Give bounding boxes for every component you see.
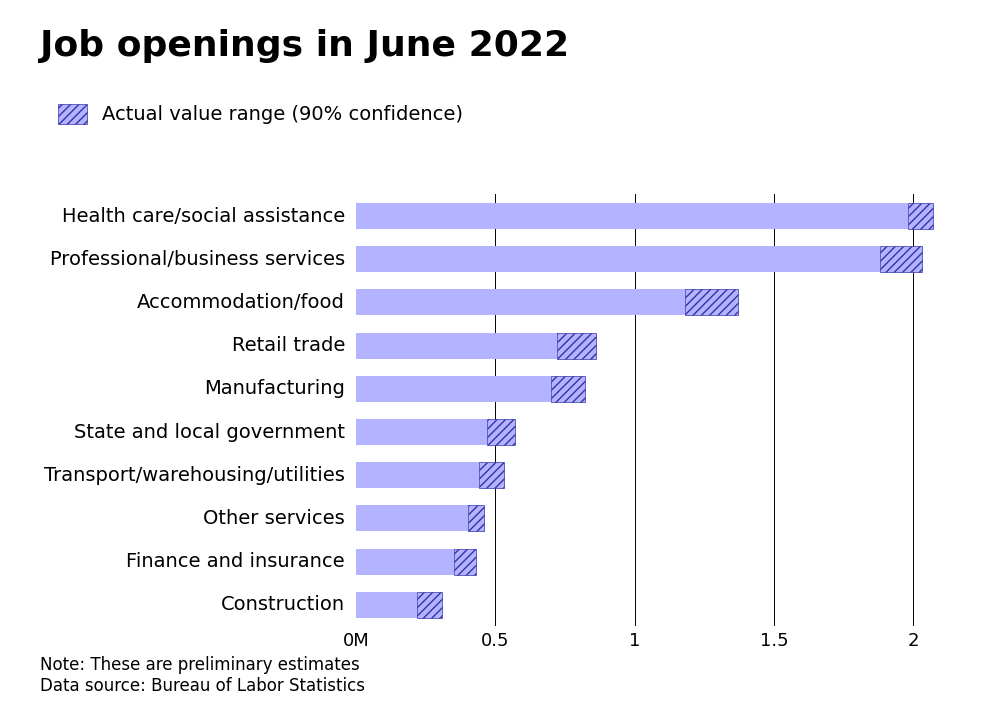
Bar [556,333,595,359]
Bar [417,592,442,618]
Text: Job openings in June 2022: Job openings in June 2022 [40,29,569,63]
Bar [356,505,467,531]
Text: Other services: Other services [203,509,345,528]
Text: Data source: Bureau of Labor Statistics: Data source: Bureau of Labor Statistics [40,678,365,696]
Bar [356,376,550,402]
Text: Health care/social assistance: Health care/social assistance [62,207,345,225]
Legend: Actual value range (90% confidence): Actual value range (90% confidence) [50,96,471,132]
Text: Manufacturing: Manufacturing [203,379,345,398]
Text: Finance and insurance: Finance and insurance [126,552,345,571]
Bar [356,462,478,488]
Bar [684,289,737,315]
Text: State and local government: State and local government [74,423,345,441]
Bar [356,246,879,272]
Bar [356,419,487,445]
Bar [879,246,921,272]
Bar [356,203,907,229]
Bar [356,549,453,575]
Text: Accommodation/food: Accommodation/food [137,293,345,312]
Bar [550,376,584,402]
Text: Note: These are preliminary estimates: Note: These are preliminary estimates [40,656,360,674]
Bar [487,419,514,445]
Bar [453,549,475,575]
Bar [478,462,503,488]
Bar [356,289,684,315]
Bar [356,592,417,618]
Bar [467,505,484,531]
Bar [907,203,932,229]
Bar [356,333,556,359]
Text: Transport/warehousing/utilities: Transport/warehousing/utilities [44,466,345,485]
Text: Construction: Construction [220,595,345,614]
Text: Professional/business services: Professional/business services [50,250,345,269]
Text: Retail trade: Retail trade [231,336,345,355]
